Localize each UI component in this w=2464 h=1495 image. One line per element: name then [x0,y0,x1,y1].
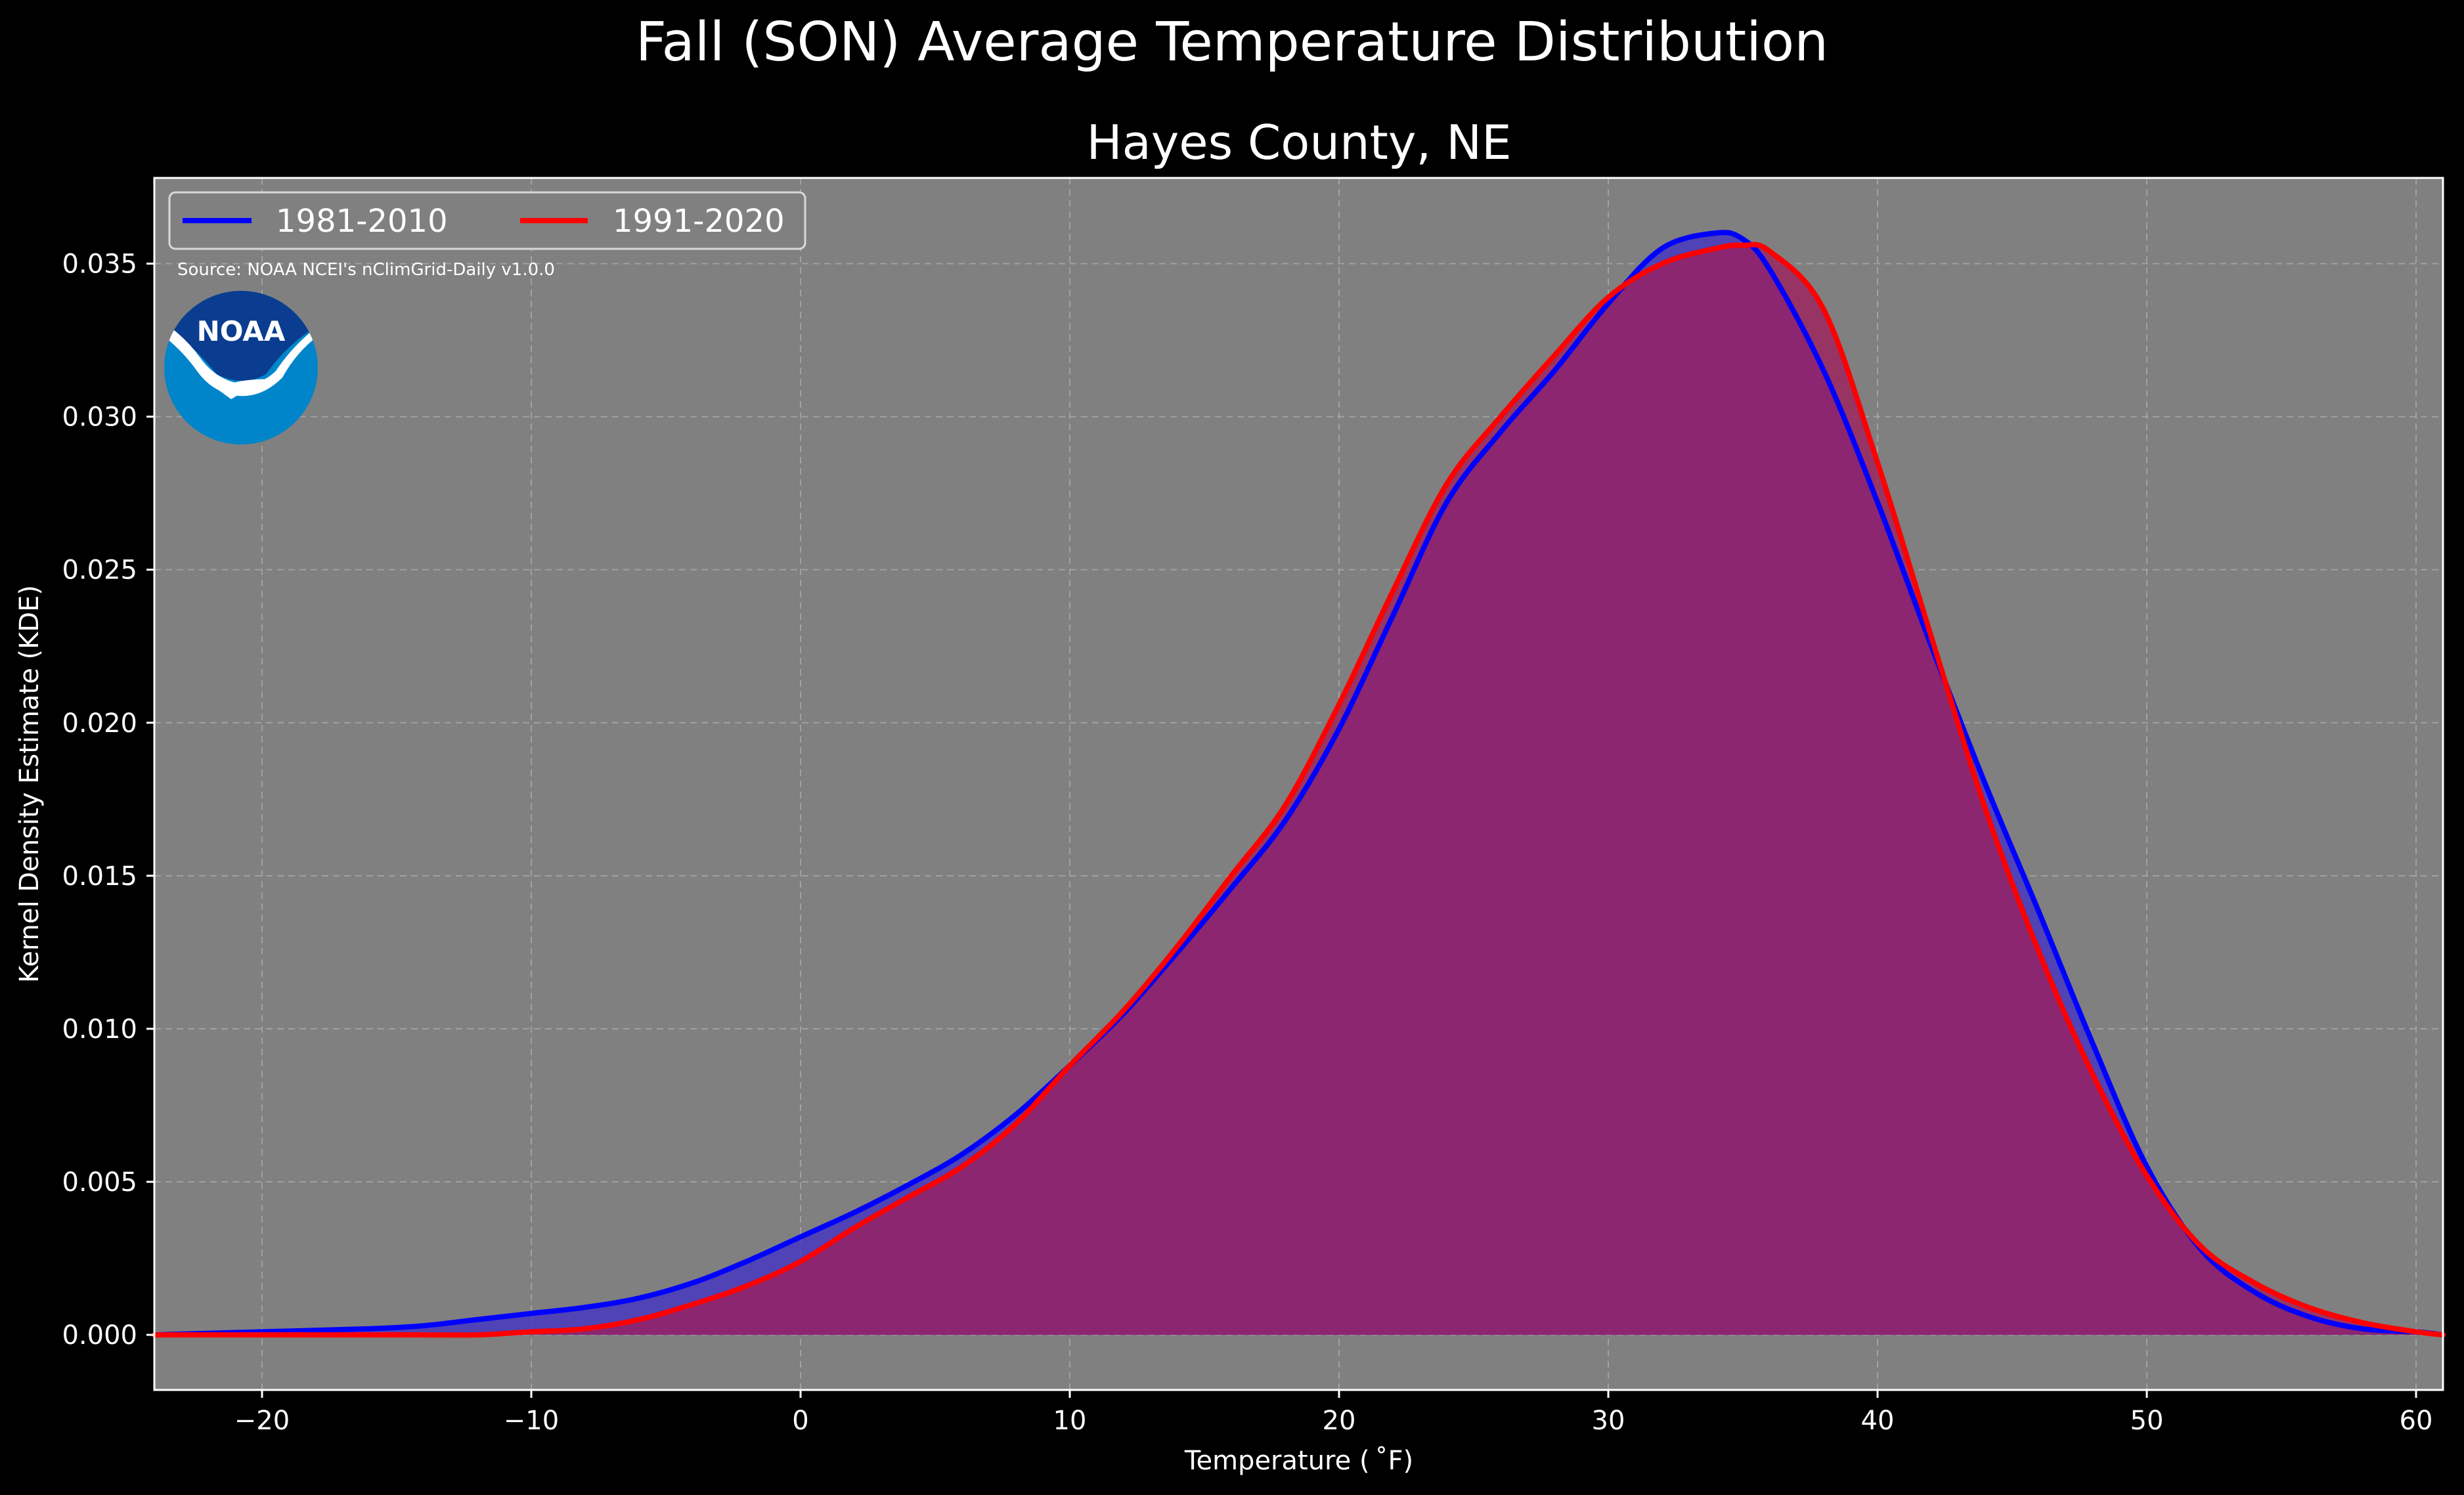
legend: 1981-2010 1991-2020 [168,191,806,250]
y-tick-label: 0.015 [62,861,137,892]
x-tick-label: −10 [504,1406,559,1436]
y-tick-label: 0.005 [62,1167,137,1198]
x-tick-label: 50 [2130,1406,2164,1436]
noaa-logo-text: NOAA [197,315,286,347]
noaa-logo: NOAA [164,291,318,444]
tick-layer: −20 −10 0 10 20 30 40 50 60 0.000 0.005 0.010 0.015 0… [62,249,2432,1436]
legend-label-1981-2010: 1981-2010 [276,203,448,240]
chart-subtitle: Hayes County, NE [1086,115,1511,170]
x-tick-label: −20 [234,1406,290,1436]
y-tick-label: 0.000 [62,1320,137,1351]
x-axis-label: Temperature ( ˚F) [1184,1446,1413,1476]
x-tick-label: 60 [2400,1406,2433,1436]
y-tick-label: 0.030 [62,402,137,433]
x-tick-label: 10 [1053,1406,1087,1436]
y-tick-label: 0.020 [62,708,137,739]
plot-frame [153,177,2444,1391]
source-note: Source: NOAA NCEI's nClimGrid-Daily v1.0… [177,260,555,280]
y-tick-label: 0.035 [62,249,137,280]
x-tick-label: 20 [1323,1406,1356,1436]
x-tick-label: 0 [792,1406,808,1436]
x-tick-label: 40 [1861,1406,1895,1436]
y-axis-label: Kernel Density Estimate (KDE) [14,585,45,983]
series-area-1991-2020 [154,244,2443,1335]
chart-title: Fall (SON) Average Temperature Distribut… [636,11,1828,74]
series-line-1991-2020 [152,242,2446,1338]
legend-box [168,191,806,250]
y-tick-label: 0.010 [62,1014,137,1045]
y-tick-label: 0.025 [62,555,137,586]
series-line-1981-2010 [152,230,2446,1338]
series-layer [152,230,2446,1338]
legend-label-1991-2020: 1991-2020 [613,203,785,240]
x-tick-label: 30 [1592,1406,1625,1436]
